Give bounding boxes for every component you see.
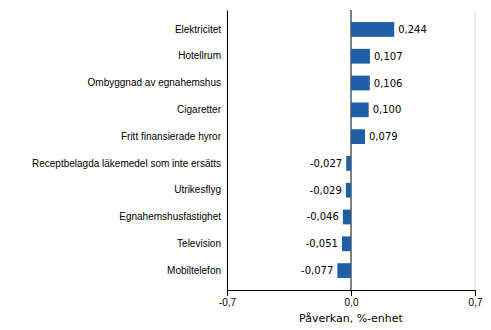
y-tick: Hotellrum bbox=[178, 50, 227, 61]
data-label: -0,046 bbox=[307, 211, 339, 222]
y-tick-label: Hotellrum bbox=[178, 50, 221, 61]
data-label: 0,106 bbox=[374, 78, 403, 89]
bar bbox=[351, 22, 394, 37]
y-tick: Mobiltelefon bbox=[167, 265, 227, 276]
x-axis: -0,7 0,0 0,7 bbox=[219, 290, 483, 308]
data-label: -0,029 bbox=[310, 185, 342, 196]
x-axis-title: Påverkan, %-enhet bbox=[299, 312, 403, 325]
plot: -0,7 0,0 0,7 Mobiltelefon Television Egnahems… bbox=[32, 10, 483, 308]
x-tick-mark bbox=[351, 290, 352, 296]
y-tick-label: Cigaretter bbox=[177, 104, 222, 115]
y-tick-label: Receptbelagda läkemedel som inte ersätts bbox=[32, 158, 221, 169]
x-tick: -0,7 bbox=[219, 290, 237, 308]
bar bbox=[346, 183, 351, 198]
y-tick-label: Egnahemshusfastighet bbox=[119, 211, 221, 222]
x-tick-label: 0,7 bbox=[469, 297, 483, 308]
bar bbox=[351, 49, 370, 64]
y-tick: Receptbelagda läkemedel som inte ersätts bbox=[32, 158, 227, 169]
y-tick: Television bbox=[177, 238, 227, 249]
y-tick: Utrikesflyg bbox=[174, 184, 227, 195]
chart: -0,7 0,0 0,7 Mobiltelefon Television Egnahems… bbox=[0, 0, 491, 330]
data-labels: -0,077 -0,051 -0,046 -0,029 -0,027 0,079 0,100… bbox=[301, 24, 427, 276]
grid-line bbox=[475, 10, 476, 290]
bar bbox=[346, 156, 351, 171]
bar bbox=[343, 210, 351, 225]
x-axis-line bbox=[228, 291, 476, 297]
y-tick: Ombyggnad av egnahemshus bbox=[88, 77, 227, 88]
bar bbox=[351, 76, 370, 91]
x-tick-mark bbox=[227, 290, 228, 296]
data-label: 0,244 bbox=[398, 24, 427, 35]
y-tick-label: Utrikesflyg bbox=[174, 184, 221, 195]
y-tick: Cigaretter bbox=[177, 104, 227, 115]
data-label: -0,077 bbox=[301, 265, 333, 276]
bar bbox=[342, 236, 351, 251]
x-tick: 0,7 bbox=[469, 290, 483, 308]
y-tick: Elektricitet bbox=[175, 24, 227, 35]
bar bbox=[351, 102, 369, 117]
grid-line bbox=[227, 10, 228, 290]
bar bbox=[337, 263, 351, 278]
y-tick-label: Ombyggnad av egnahemshus bbox=[88, 77, 221, 88]
y-axis: Mobiltelefon Television Egnahemshusfastigh… bbox=[32, 11, 228, 291]
y-tick: Fritt finansierade hyror bbox=[121, 131, 227, 142]
grid bbox=[227, 10, 475, 290]
y-tick-label: Mobiltelefon bbox=[167, 265, 221, 276]
y-axis-line bbox=[227, 11, 228, 291]
data-label: 0,100 bbox=[373, 104, 402, 115]
data-label: -0,027 bbox=[310, 158, 342, 169]
data-label: 0,107 bbox=[374, 51, 403, 62]
bar bbox=[351, 129, 365, 144]
x-tick-label: 0,0 bbox=[345, 297, 359, 308]
y-tick: Egnahemshusfastighet bbox=[119, 211, 227, 222]
x-tick: 0,0 bbox=[345, 290, 359, 308]
y-tick-label: Television bbox=[177, 238, 221, 249]
data-label: 0,079 bbox=[369, 131, 398, 142]
y-tick-label: Elektricitet bbox=[175, 24, 221, 35]
y-tick-label: Fritt finansierade hyror bbox=[121, 131, 222, 142]
x-tick-mark bbox=[475, 290, 476, 296]
x-tick-label: -0,7 bbox=[219, 297, 237, 308]
data-label: -0,051 bbox=[306, 238, 338, 249]
